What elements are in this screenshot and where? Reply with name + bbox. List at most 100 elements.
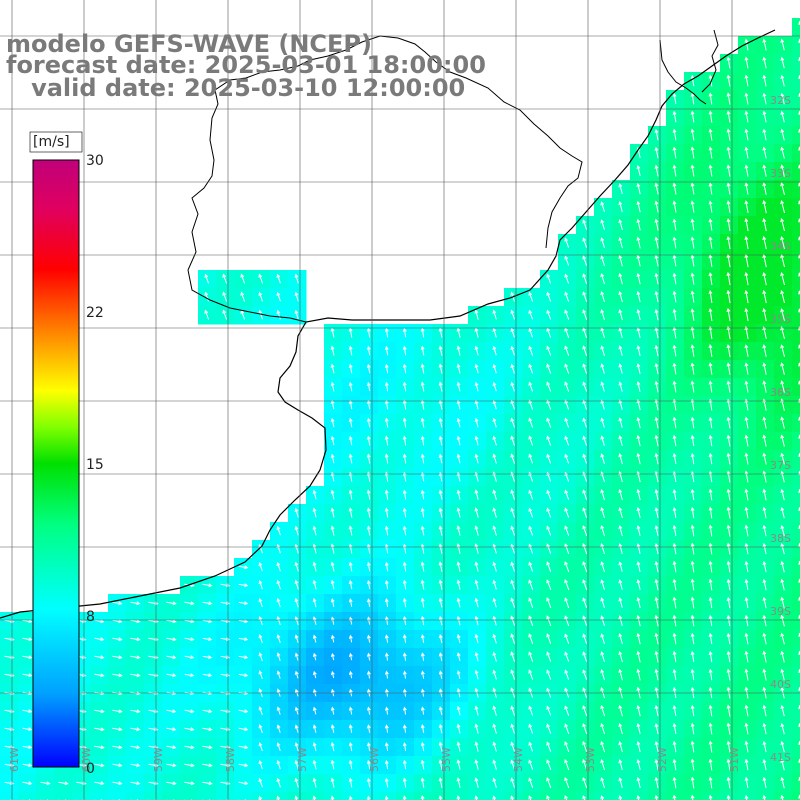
- wind-arrow: [258, 598, 263, 608]
- wind-arrow: [474, 669, 479, 680]
- wind-arrow: [600, 399, 605, 410]
- wind-arrow: [312, 507, 317, 518]
- wind-arrow: [438, 723, 443, 734]
- wind-arrow: [384, 363, 389, 374]
- wind-arrow: [780, 272, 785, 286]
- wind-arrow: [690, 632, 695, 645]
- wind-arrow: [600, 668, 605, 681]
- latitude-labels: 32S 33S 34S 35S 36S 37S 38S 39S 40S 41S: [770, 94, 791, 764]
- wind-arrow: [528, 525, 534, 536]
- wind-arrow: [258, 795, 263, 800]
- wind-arrow: [384, 489, 389, 500]
- wind-arrow: [672, 668, 677, 681]
- wind-arrow: [780, 380, 785, 393]
- wind-arrow: [690, 578, 695, 591]
- wind-arrow: [546, 579, 552, 590]
- wind-arrow: [510, 741, 515, 752]
- wind-arrow: [726, 452, 731, 465]
- wind-arrow: [276, 652, 281, 661]
- wind-cell: [792, 90, 800, 109]
- wind-arrow: [202, 727, 213, 732]
- wind-arrow: [744, 110, 749, 123]
- wind-arrow: [528, 345, 534, 356]
- latitude-label: 38S: [770, 532, 791, 545]
- wind-arrow: [330, 453, 335, 464]
- wind-arrow: [258, 291, 263, 302]
- wind-arrow: [672, 722, 677, 735]
- wind-arrow: [690, 272, 695, 285]
- wind-arrow: [744, 758, 749, 771]
- wind-arrow: [600, 308, 605, 321]
- wind-arrow: [726, 560, 731, 573]
- wind-arrow: [366, 435, 371, 446]
- wind-arrow: [708, 740, 713, 753]
- wind-arrow: [708, 398, 713, 411]
- wind-arrow: [492, 723, 497, 734]
- wind-arrow: [366, 381, 371, 392]
- wind-arrow: [726, 668, 731, 681]
- wind-arrow: [636, 272, 641, 285]
- wind-arrow: [654, 668, 659, 681]
- wind-arrow: [312, 616, 317, 625]
- wind-arrow: [762, 488, 767, 501]
- wind-arrow: [672, 110, 677, 123]
- wind-arrow: [600, 704, 606, 717]
- wind-arrow: [672, 254, 677, 267]
- wind-arrow: [528, 327, 533, 338]
- wind-arrow: [238, 709, 249, 714]
- wind-arrow: [600, 561, 605, 573]
- wind-arrow: [510, 561, 515, 572]
- wind-arrow: [546, 777, 552, 789]
- wind-arrow: [618, 633, 623, 645]
- wind-arrow: [456, 363, 461, 374]
- wind-arrow: [112, 655, 123, 660]
- wind-arrow: [726, 200, 731, 213]
- wind-arrow: [726, 110, 731, 123]
- wind-arrow: [708, 668, 713, 681]
- wind-arrow: [636, 561, 641, 573]
- wind-arrow: [744, 578, 749, 591]
- wind-arrow: [240, 291, 246, 302]
- wind-arrow: [564, 633, 570, 644]
- wind-arrow: [204, 291, 209, 302]
- latitude-label: 37S: [770, 459, 791, 472]
- wind-cell: [522, 792, 541, 800]
- wind-arrow: [762, 74, 767, 87]
- wind-arrow: [438, 615, 443, 626]
- wind-arrow: [690, 794, 695, 800]
- wind-arrow: [456, 345, 461, 356]
- wind-arrow: [312, 634, 317, 643]
- wind-arrow: [744, 524, 749, 537]
- wind-arrow: [690, 362, 695, 375]
- wind-arrow: [690, 74, 695, 87]
- wind-arrow: [690, 488, 695, 501]
- title-model: modelo GEFS-WAVE (NCEP): [6, 30, 372, 58]
- wind-arrow: [330, 561, 335, 572]
- wind-arrow: [384, 597, 389, 608]
- wind-arrow: [564, 399, 570, 410]
- wind-arrow: [528, 399, 534, 410]
- wind-arrow: [762, 326, 767, 340]
- wind-arrow: [22, 781, 33, 786]
- wind-arrow: [762, 217, 767, 232]
- wind-arrow: [582, 489, 588, 500]
- wind-arrow: [202, 655, 213, 660]
- wind-arrow: [294, 579, 299, 590]
- wind-cell: [792, 180, 800, 199]
- wind-arrow: [690, 110, 695, 123]
- wind-arrow: [384, 561, 389, 572]
- wind-arrow: [708, 110, 713, 123]
- wind-arrow: [690, 776, 695, 789]
- wind-arrow: [780, 56, 785, 69]
- wind-arrow: [564, 579, 570, 591]
- wind-arrow: [708, 289, 713, 304]
- wind-arrow: [582, 723, 588, 735]
- wind-arrow: [744, 74, 749, 87]
- wind-arrow: [726, 164, 731, 177]
- wind-arrow: [672, 326, 677, 339]
- wind-arrow: [312, 724, 317, 733]
- wind-arrow: [366, 598, 371, 607]
- wind-arrow: [312, 795, 317, 800]
- wind-arrow: [402, 525, 407, 536]
- wind-arrow: [294, 777, 299, 788]
